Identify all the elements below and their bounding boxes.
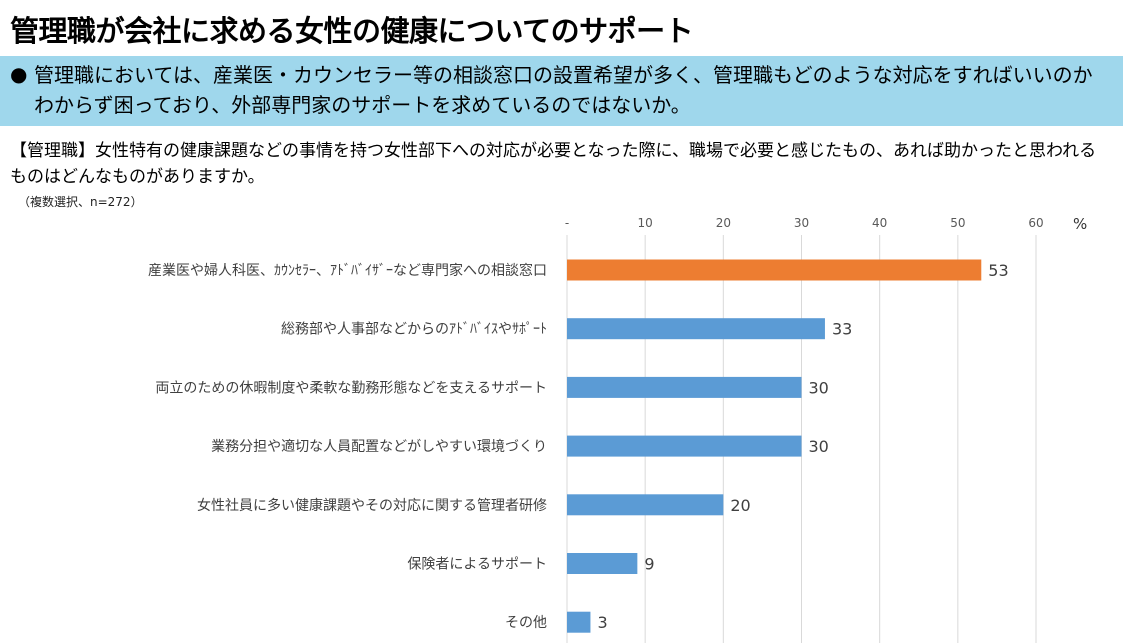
tick-label: 40 [872,216,887,230]
bar [567,435,802,457]
category-label: 保険者によるサポート [407,557,547,573]
category-label: 産業医や婦人科医、ｶｳﾝｾﾗｰ、ｱﾄﾞﾊﾞｲｻﾞｰなど専門家への相談窓口 [148,262,547,279]
value-label: 53 [988,261,1008,280]
value-label: 30 [809,378,829,397]
tick-label: 10 [638,216,653,230]
tick-label: 20 [716,216,731,230]
summary-box: ● 管理職においては、産業医・カウンセラー等の相談窓口の設置希望が多く、管理職も… [0,56,1123,126]
bar-chart: - 10 20 30 40 50 60 産業医や婦人科医、ｶｳﾝｾﾗｰ、ｱﾄﾞﾊﾞｲｻﾞｰなど… [148,216,1044,643]
bar [567,611,591,633]
page-title: 管理職が会社に求める女性の健康についてのサポート [10,14,694,48]
category-label: 女性社員に多い健康課題やその対応に関する管理者研修 [197,497,547,514]
category-label: 総務部や人事部などからのｱﾄﾞﾊﾞｲｽやｻﾎﾟｰﾄ [281,322,547,338]
bar [567,376,802,398]
category-label: その他 [505,615,547,631]
sample-note: （複数選択、n=272） [18,195,143,209]
bullet-icon: ● [10,62,28,86]
tick-label: 50 [950,216,965,230]
value-label: 30 [809,437,829,456]
survey-question: 【管理職】女性特有の健康課題などの事情を持つ女性部下への対応が必要となった際に、… [10,141,1097,187]
value-label: 9 [644,555,654,574]
category-label: 業務分担や適切な人員配置などがしやすい環境づくり [211,438,547,455]
category-label: 両立のための休暇制度や柔軟な勤務形態などを支えるサポート [155,380,547,396]
summary-text: 管理職においては、産業医・カウンセラー等の相談窓口の設置希望が多く、管理職もどの… [34,63,1093,117]
value-label: 20 [730,496,750,515]
value-label: 3 [597,613,607,632]
bar [567,318,825,340]
bar [567,259,982,281]
tick-label: 60 [1028,216,1043,230]
bar [567,553,638,574]
bar [567,494,724,516]
tick-label: 30 [794,216,809,230]
axis-unit: % [1073,215,1088,233]
value-label: 33 [832,320,852,339]
tick-label: - [565,216,569,230]
